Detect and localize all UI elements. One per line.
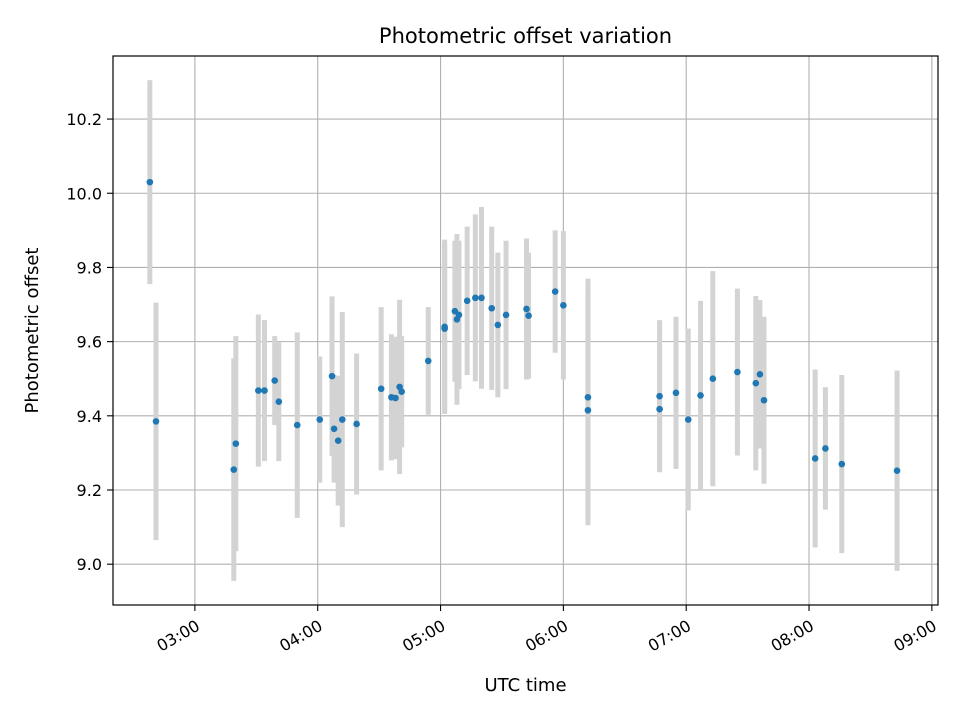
data-point (523, 305, 530, 313)
data-point (353, 420, 360, 428)
data-point (494, 321, 502, 329)
data-point (502, 311, 510, 319)
data-point (584, 406, 592, 414)
data-point (893, 467, 901, 475)
y-axis-label: Photometric offset (22, 248, 43, 414)
data-point (261, 387, 268, 394)
data-point (232, 440, 240, 447)
data-point (455, 311, 463, 319)
data-point (334, 437, 342, 444)
data-point (822, 445, 829, 452)
y-tick-label: 9.2 (77, 481, 102, 500)
data-point (328, 372, 336, 380)
data-point (697, 392, 704, 399)
data-point (330, 425, 338, 433)
data-point (734, 368, 741, 376)
x-axis-label: UTC time (484, 675, 566, 696)
data-point (271, 377, 279, 384)
y-axis-ticks: 9.0 9.2 9.4 9.6 9.8 10.0 10.2 (66, 110, 113, 574)
data-point (275, 398, 283, 406)
data-point (560, 301, 567, 309)
y-tick-label: 9.4 (77, 407, 102, 426)
data-point (811, 455, 819, 462)
data-point (424, 357, 432, 365)
data-point (146, 178, 154, 186)
y-tick-label: 9.0 (77, 555, 102, 574)
data-point (752, 379, 760, 387)
data-point (656, 392, 663, 400)
data-point (525, 312, 532, 319)
data-point (398, 388, 405, 396)
y-tick-label: 9.8 (77, 258, 102, 277)
data-point (255, 387, 262, 394)
data-point (760, 396, 768, 404)
data-point (392, 394, 399, 402)
data-point (656, 405, 663, 413)
y-tick-label: 10.0 (66, 184, 102, 203)
data-point (672, 389, 680, 397)
data-point (472, 294, 479, 302)
data-point (684, 416, 692, 423)
data-point (441, 325, 448, 332)
data-point (478, 294, 485, 302)
data-point (584, 393, 592, 401)
data-point (756, 370, 764, 378)
y-tick-label: 9.6 (77, 333, 102, 352)
data-point (338, 416, 346, 423)
data-point (230, 466, 238, 473)
data-point (838, 460, 846, 468)
data-point (316, 416, 324, 423)
data-point (463, 297, 471, 305)
data-point (488, 304, 496, 312)
plot-frame (112, 55, 939, 606)
chart-title: Photometric offset variation (379, 24, 672, 48)
data-point (377, 385, 385, 393)
data-point (293, 421, 301, 429)
data-point (709, 375, 717, 383)
y-tick-label: 10.2 (66, 110, 102, 129)
data-point (152, 418, 160, 425)
data-point (551, 288, 559, 295)
data-points (146, 178, 901, 475)
